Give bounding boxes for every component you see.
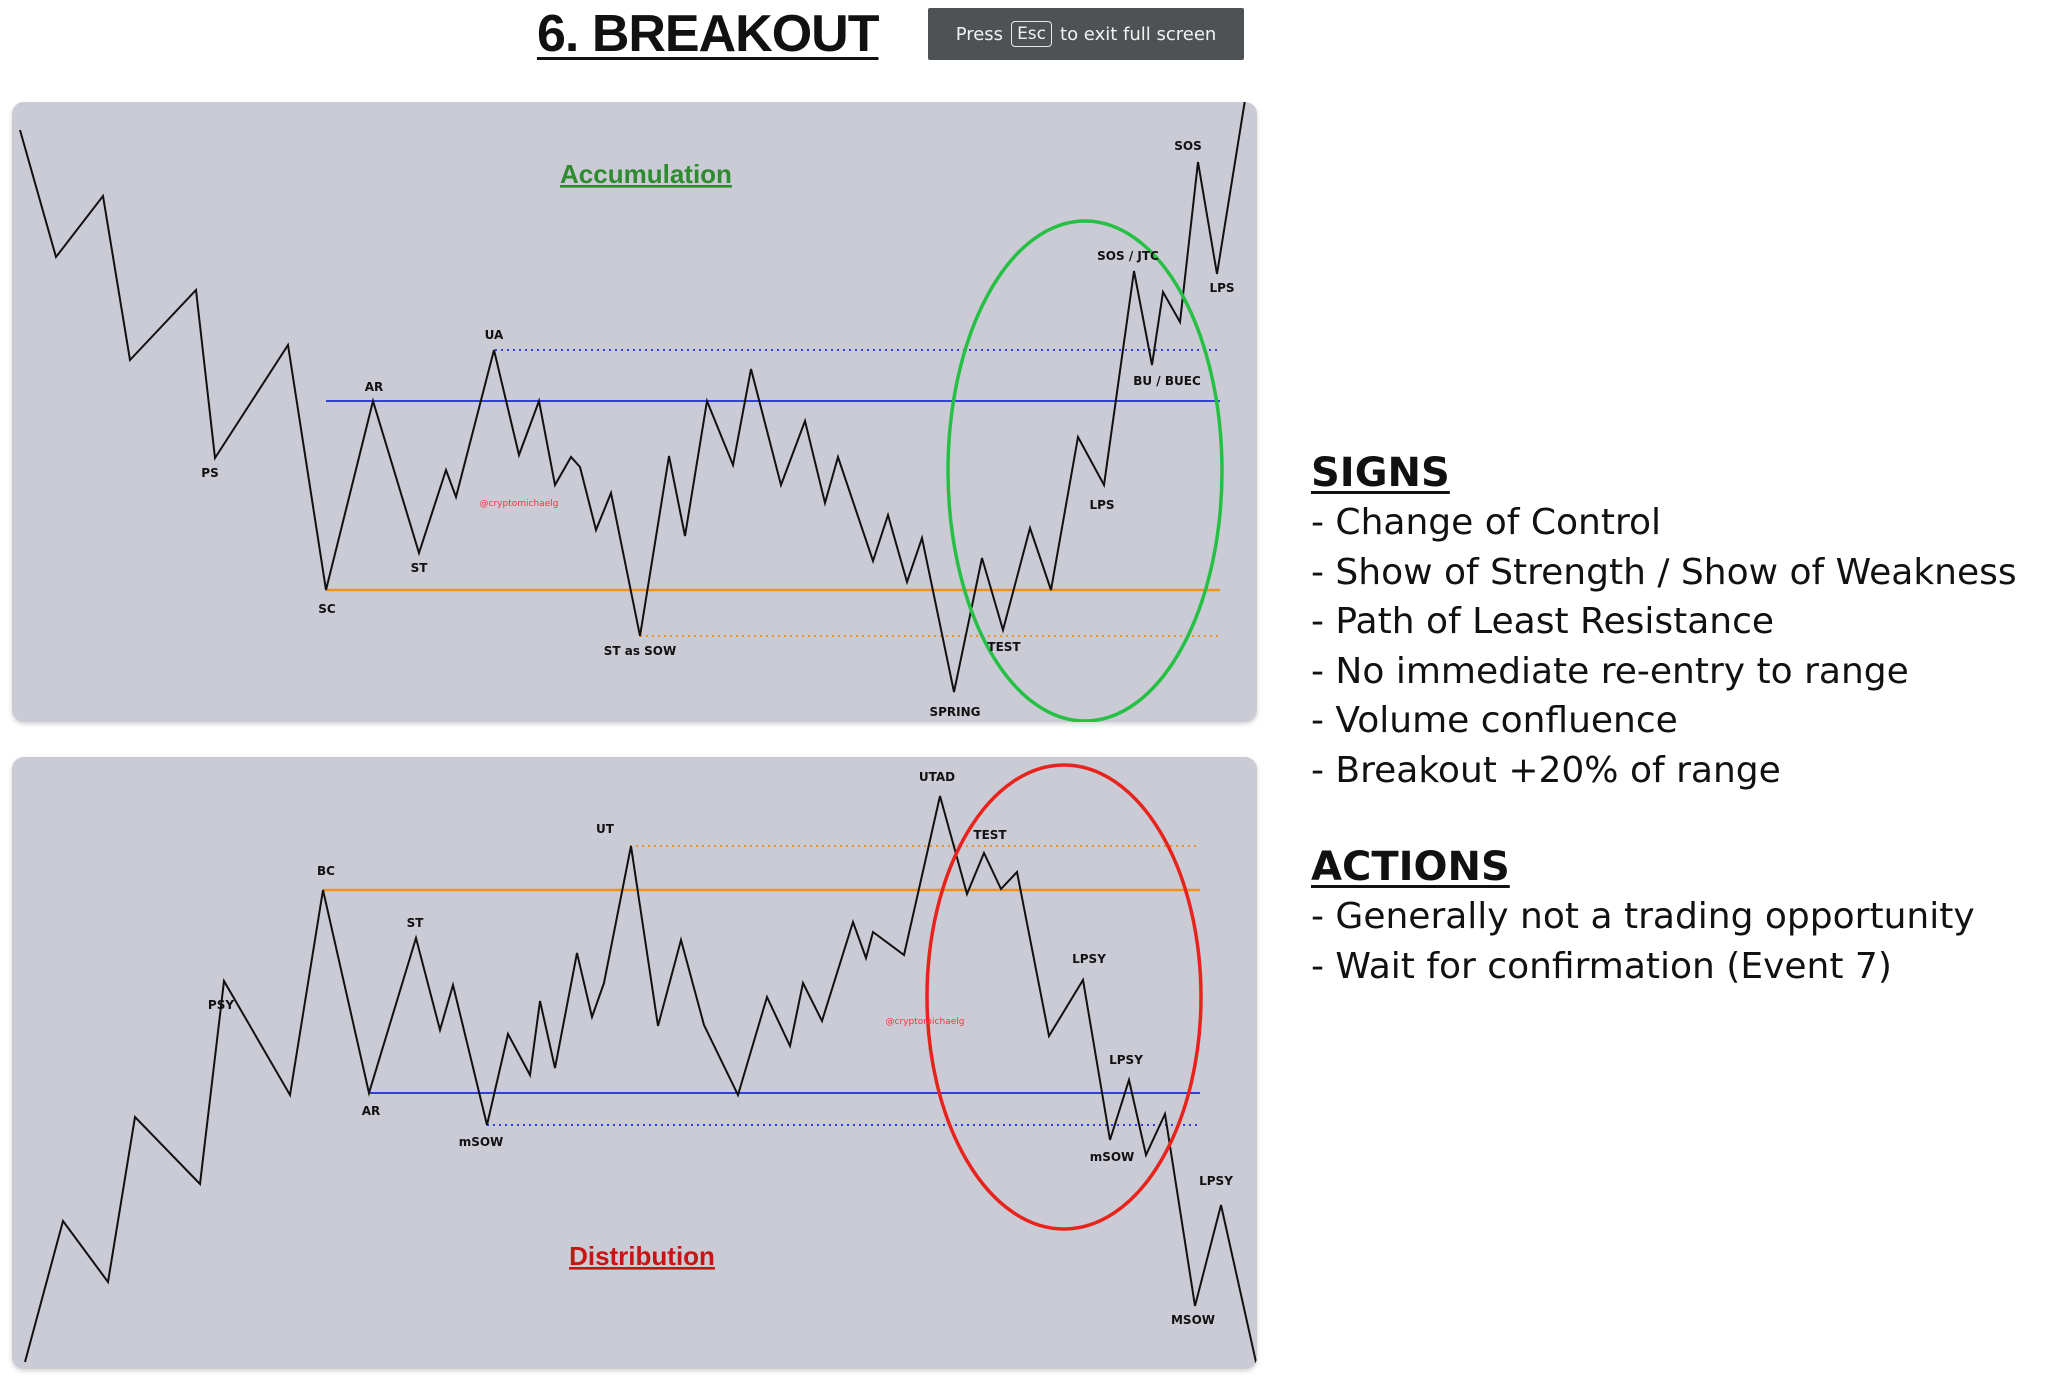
- acc-label-bu-buec: BU / BUEC: [1133, 374, 1201, 388]
- acc-label-sc: SC: [318, 602, 336, 616]
- dist-label-utad: UTAD: [919, 770, 955, 784]
- signs-item: - Change of Control: [1311, 502, 1661, 543]
- signs-item: - Volume confluence: [1311, 700, 1678, 741]
- acc-price-path: [19, 102, 1246, 693]
- accumulation-title: Accumulation: [560, 159, 732, 189]
- accumulation-chart: PS SC AR ST UA ST as SOW SPRING TEST LPS…: [19, 102, 1246, 722]
- wyckoff-diagrams: PS SC AR ST UA ST as SOW SPRING TEST LPS…: [19, 102, 1257, 1369]
- signs-heading: SIGNS: [1311, 450, 1450, 496]
- dist-label-psy: PSY: [208, 998, 234, 1012]
- actions-item: - Generally not a trading opportunity: [1311, 896, 1975, 937]
- dist-price-path: [24, 795, 1257, 1369]
- acc-label-sos-jtc: SOS / JTC: [1097, 249, 1159, 263]
- distribution-panel: [12, 757, 1257, 1369]
- signs-item: - Show of Strength / Show of Weakness: [1311, 551, 2017, 593]
- acc-watermark: @cryptomichaelg: [480, 499, 559, 509]
- dist-label-st: ST: [407, 916, 425, 930]
- acc-label-ar: AR: [365, 380, 384, 394]
- acc-label-ua: UA: [485, 328, 504, 342]
- acc-breakout-green-circle: [946, 219, 1224, 722]
- acc-label-st: ST: [411, 561, 429, 575]
- signs-item: - No immediate re-entry to range: [1311, 650, 1909, 692]
- distribution-title: Distribution: [569, 1241, 715, 1271]
- dist-breakout-red-circle: [925, 763, 1203, 1231]
- dist-label-lpsy-1: LPSY: [1072, 952, 1106, 966]
- dist-label-bc: BC: [317, 864, 335, 878]
- acc-label-test: TEST: [987, 640, 1021, 654]
- distribution-chart: PSY BC AR ST mSOW UT UTAD TEST LPSY LPSY…: [24, 763, 1257, 1369]
- acc-label-ps: PS: [201, 466, 218, 480]
- dist-label-msow: mSOW: [459, 1135, 504, 1149]
- accumulation-panel: [12, 102, 1257, 722]
- dist-label-lpsy-3: LPSY: [1199, 1174, 1233, 1188]
- dist-label-msow-2: mSOW: [1090, 1150, 1135, 1164]
- acc-label-spring: SPRING: [929, 705, 980, 719]
- dist-label-msow-final: MSOW: [1171, 1313, 1215, 1327]
- acc-label-st-as-sow: ST as SOW: [604, 644, 677, 658]
- signs-list: - Change of Control - Show of Strength /…: [1311, 498, 2041, 795]
- dist-watermark: @cryptomichaelg: [886, 1017, 965, 1027]
- fullscreen-exit-notice: Press Esc to exit full screen: [928, 8, 1244, 60]
- page-title: 6. BREAKOUT: [537, 5, 879, 63]
- dist-label-lpsy-2: LPSY: [1109, 1053, 1143, 1067]
- acc-label-lps-top: LPS: [1209, 281, 1234, 295]
- esc-key-badge: Esc: [1011, 21, 1053, 47]
- actions-list: - Generally not a trading opportunity - …: [1311, 892, 2041, 991]
- dist-label-ut: UT: [596, 822, 615, 836]
- breakout-notes: SIGNS - Change of Control - Show of Stre…: [1311, 448, 2041, 991]
- dist-label-test: TEST: [973, 828, 1007, 842]
- signs-item: - Path of Least Resistance: [1311, 601, 1775, 642]
- acc-label-sos: SOS: [1174, 139, 1202, 153]
- notice-exit-text: to exit full screen: [1060, 23, 1217, 45]
- acc-label-lps: LPS: [1089, 498, 1114, 512]
- notice-press-text: Press: [955, 23, 1004, 45]
- signs-item: - Breakout +20% of range: [1311, 749, 1781, 791]
- actions-heading: ACTIONS: [1311, 844, 1510, 890]
- actions-item: - Wait for confirmation (Event 7): [1311, 945, 1892, 987]
- dist-label-ar: AR: [362, 1104, 381, 1118]
